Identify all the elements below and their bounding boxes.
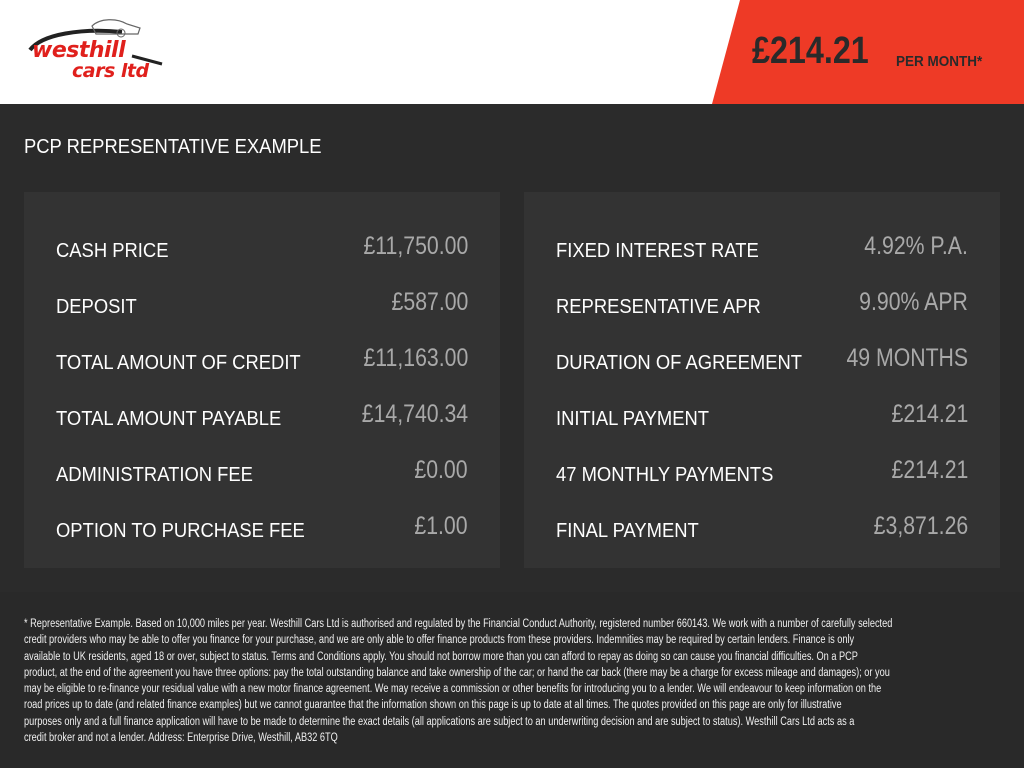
row-value: £587.00 [391, 288, 468, 316]
finance-row: OPTION TO PURCHASE FEE £1.00 [56, 510, 468, 542]
monthly-price: £214.21 [752, 30, 869, 72]
row-label: ADMINISTRATION FEE [56, 464, 253, 486]
disclaimer-line: credit providers who may be able to offe… [24, 634, 855, 647]
row-label: FIXED INTEREST RATE [556, 240, 759, 262]
row-label: TOTAL AMOUNT PAYABLE [56, 408, 282, 430]
disclaimer-line: purposes only and a full finance applica… [24, 715, 855, 728]
finance-row: REPRESENTATIVE APR 9.90% APR [556, 286, 968, 318]
row-value: £11,750.00 [363, 232, 468, 260]
finance-row: FIXED INTEREST RATE 4.92% P.A. [556, 230, 968, 262]
per-month-label: PER MONTH* [896, 53, 983, 70]
row-label: REPRESENTATIVE APR [556, 296, 761, 318]
right-finance-panel: FIXED INTEREST RATE 4.92% P.A. REPRESENTA… [524, 192, 1000, 568]
row-label: DURATION OF AGREEMENT [556, 352, 803, 374]
row-value: £0.00 [414, 456, 468, 484]
row-label: DEPOSIT [56, 296, 137, 318]
disclaimer-line: road prices up to date (and related fina… [24, 699, 842, 712]
header: westhill cars ltd £214.21 PER MONTH* [0, 0, 1024, 104]
finance-row: TOTAL AMOUNT OF CREDIT £11,163.00 [56, 342, 468, 374]
finance-row: INITIAL PAYMENT £214.21 [556, 398, 968, 430]
car-swoosh-icon [28, 19, 163, 66]
finance-row: DEPOSIT £587.00 [56, 286, 468, 318]
row-label: OPTION TO PURCHASE FEE [56, 520, 305, 542]
row-value: £1.00 [414, 512, 468, 540]
disclaimer-footer: * Representative Example. Based on 10,00… [0, 592, 1024, 768]
row-value: £214.21 [891, 400, 968, 428]
finance-row: TOTAL AMOUNT PAYABLE £14,740.34 [56, 398, 468, 430]
finance-row: FINAL PAYMENT £3,871.26 [556, 510, 968, 542]
row-label: 47 MONTHLY PAYMENTS [556, 464, 774, 486]
disclaimer-line: * Representative Example. Based on 10,00… [24, 618, 893, 630]
row-label: FINAL PAYMENT [556, 520, 699, 542]
disclaimer-text: * Representative Example. Based on 10,00… [24, 616, 892, 746]
row-label: INITIAL PAYMENT [556, 408, 710, 430]
row-value: £214.21 [891, 456, 968, 484]
finance-row: DURATION OF AGREEMENT 49 MONTHS [556, 342, 968, 374]
disclaimer-line: credit broker and not a lender. Address:… [24, 732, 338, 745]
row-value: 49 MONTHS [846, 344, 968, 372]
logo-line-2: cars ltd [72, 60, 149, 82]
row-value: £14,740.34 [361, 400, 468, 428]
left-finance-panel: CASH PRICE £11,750.00 DEPOSIT £587.00 TOTA… [24, 192, 500, 568]
finance-row: 47 MONTHLY PAYMENTS £214.21 [556, 454, 968, 486]
logo-line-1: westhill [32, 38, 126, 63]
row-label: CASH PRICE [56, 240, 169, 262]
disclaimer-line: may be eligible to re-finance your resid… [24, 683, 882, 696]
row-value: £11,163.00 [363, 344, 468, 372]
row-label: TOTAL AMOUNT OF CREDIT [56, 352, 301, 374]
finance-row: CASH PRICE £11,750.00 [56, 230, 468, 262]
disclaimer-line: available to UK residents, aged 18 or ov… [24, 650, 858, 663]
row-value: £3,871.26 [873, 512, 968, 540]
row-value: 9.90% APR [859, 288, 968, 316]
section-title: PCP REPRESENTATIVE EXAMPLE [24, 136, 322, 158]
price-banner [712, 0, 1024, 104]
disclaimer-line: product, at the end of the agreement you… [24, 666, 890, 679]
row-value: 4.92% P.A. [864, 232, 968, 260]
brand-logo[interactable]: westhill cars ltd [22, 16, 172, 88]
finance-row: ADMINISTRATION FEE £0.00 [56, 454, 468, 486]
